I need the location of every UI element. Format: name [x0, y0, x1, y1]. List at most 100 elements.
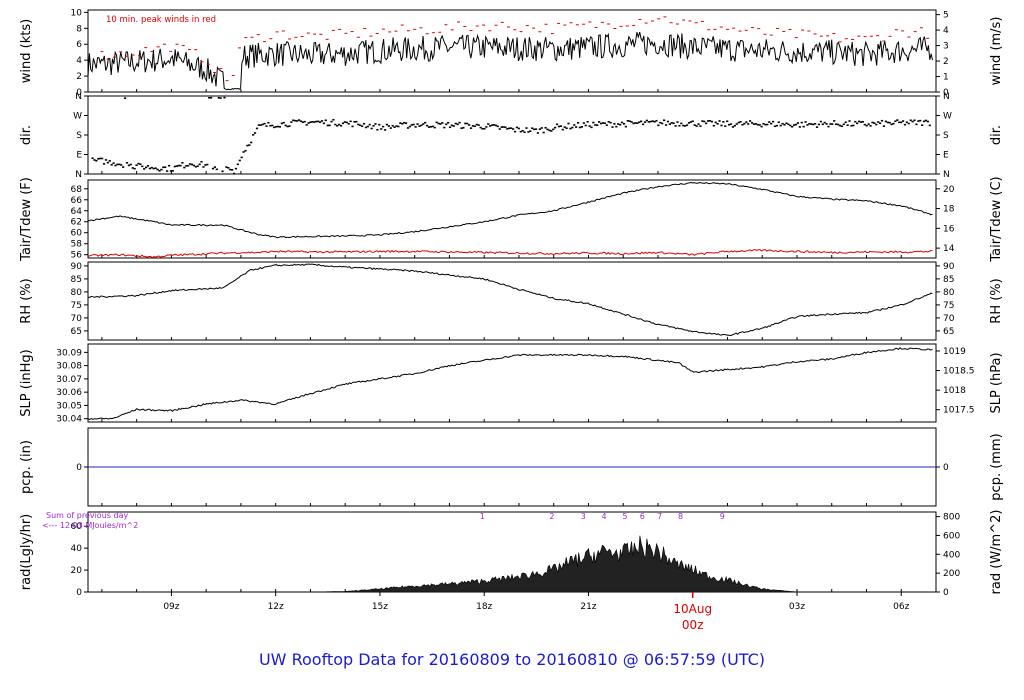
dir-point	[351, 125, 354, 128]
dir-point	[148, 167, 152, 170]
dir-point	[548, 129, 551, 132]
ylabel-left-slp: SLP (inHg)	[19, 349, 34, 417]
dir-point	[756, 123, 759, 126]
dir-point	[882, 125, 886, 127]
dir-point	[347, 123, 350, 125]
dir-point	[376, 128, 379, 131]
ytick-label-right-dir: N	[943, 170, 950, 180]
date-label: 10Aug	[673, 602, 712, 616]
dir-point	[349, 120, 352, 123]
hour-marker-4: 4	[602, 512, 607, 521]
dir-point	[909, 119, 912, 122]
ytick-label-right-wind: 3	[943, 42, 949, 52]
dir-point	[645, 119, 649, 122]
dir-point	[638, 121, 641, 124]
ytick-label-left-wind: 6	[76, 40, 82, 50]
ytick-label-right-temp: 20	[943, 185, 955, 195]
dir-point	[406, 127, 410, 129]
dir-point	[234, 167, 238, 170]
dir-point	[796, 122, 800, 124]
dir-point	[873, 122, 876, 124]
rad-sum-value: <--- 12.03 MJoules/m^2	[42, 521, 138, 530]
dir-point	[240, 156, 243, 159]
dir-point	[685, 124, 689, 126]
dir-point	[752, 123, 756, 125]
dir-point	[643, 121, 647, 123]
dir-point	[221, 170, 224, 173]
dir-point	[269, 124, 272, 127]
dir-point	[586, 121, 589, 123]
dir-point	[236, 163, 239, 166]
ylabel-right-slp: SLP (hPa)	[989, 352, 1004, 413]
dir-point	[253, 132, 257, 134]
ytick-label-right-rh: 80	[943, 288, 955, 298]
wind-series-line	[87, 31, 933, 91]
dir-point	[93, 159, 96, 161]
ytick-label-left-rh: 80	[71, 288, 83, 298]
dir-point	[710, 120, 713, 123]
dir-point	[231, 169, 234, 171]
dir-point	[133, 167, 136, 170]
dir-point	[731, 126, 735, 128]
dir-point	[576, 122, 580, 124]
dir-point	[305, 124, 308, 126]
dir-point	[836, 123, 840, 126]
dir-point	[483, 127, 486, 130]
dir-point	[668, 123, 671, 125]
dir-point	[575, 126, 578, 128]
dir-point	[525, 127, 528, 129]
dir-point	[915, 123, 918, 126]
dir-point	[749, 120, 752, 122]
ytick-label-left-rad: 40	[71, 544, 83, 554]
dir-point	[144, 166, 148, 169]
dir-point	[255, 127, 259, 130]
dir-point	[706, 120, 710, 122]
dir-point	[498, 128, 501, 130]
dir-point	[542, 131, 545, 134]
dir-point	[265, 125, 268, 127]
dir-point	[370, 127, 373, 130]
dir-point	[410, 124, 413, 126]
dir-point	[770, 122, 773, 125]
dir-point	[374, 123, 377, 125]
dir-point	[573, 124, 576, 126]
dir-point	[403, 121, 406, 124]
dir-point	[777, 121, 780, 124]
dir-point	[865, 124, 868, 127]
dir-point	[229, 168, 232, 171]
dir-point	[286, 125, 289, 128]
dir-point	[490, 124, 494, 126]
ytick-label-right-slp: 1017.5	[943, 406, 975, 416]
dir-point	[385, 123, 389, 126]
dir-point	[313, 121, 316, 123]
dir-point	[447, 121, 450, 124]
ytick-label-left-temp: 58	[71, 240, 83, 250]
ytick-label-left-wind: 8	[76, 24, 82, 34]
dir-point	[890, 123, 893, 126]
dir-point	[315, 120, 318, 123]
dir-point	[500, 126, 503, 128]
dir-point	[903, 123, 907, 126]
ytick-label-left-pcp: 0	[76, 463, 82, 473]
dir-point	[750, 122, 754, 124]
dir-point	[332, 118, 335, 121]
dir-point	[609, 121, 612, 124]
ytick-label-right-rh: 75	[943, 301, 954, 311]
dir-point	[141, 165, 144, 168]
dir-point	[273, 126, 276, 129]
dir-point	[261, 123, 264, 126]
dir-point	[913, 119, 916, 122]
dir-point	[309, 121, 312, 124]
dir-point	[104, 159, 108, 161]
ytick-label-right-rad: 600	[943, 531, 960, 541]
dir-point	[687, 122, 691, 124]
dir-point	[852, 124, 855, 127]
dir-point	[571, 126, 574, 129]
dir-point	[464, 122, 467, 125]
dir-point	[188, 163, 192, 165]
dir-point	[622, 123, 626, 125]
dir-point	[741, 123, 744, 126]
dir-point	[362, 123, 366, 125]
dir-point	[833, 120, 836, 122]
dir-point	[452, 125, 455, 127]
